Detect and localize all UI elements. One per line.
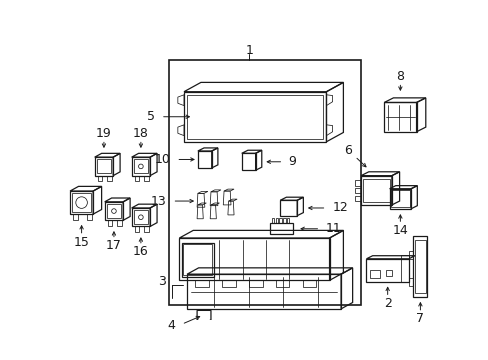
Bar [280, 200, 297, 216]
Bar [385, 270, 391, 276]
Bar [275, 218, 277, 223]
Bar [221, 280, 235, 287]
Bar [87, 214, 91, 220]
Bar [248, 280, 262, 287]
Text: 8: 8 [396, 70, 404, 83]
Bar [182, 243, 214, 276]
Bar [354, 180, 360, 186]
Bar [408, 251, 413, 259]
Bar [241, 153, 255, 170]
Bar [131, 157, 150, 176]
Text: 17: 17 [106, 239, 122, 252]
Text: 18: 18 [133, 127, 148, 140]
Bar [179, 238, 329, 280]
Bar [107, 176, 111, 181]
Bar [134, 159, 147, 173]
Text: 6: 6 [343, 144, 351, 157]
Bar [194, 280, 208, 287]
Bar [135, 176, 139, 181]
Text: 10: 10 [155, 153, 171, 166]
Bar [390, 190, 409, 207]
Bar [143, 226, 148, 232]
Text: 13: 13 [150, 194, 166, 208]
Bar [360, 176, 391, 205]
Bar [143, 176, 148, 181]
Bar [270, 223, 293, 234]
Bar [354, 188, 360, 193]
Bar [70, 191, 93, 214]
Text: 9: 9 [287, 155, 295, 168]
Bar [363, 179, 389, 202]
Bar [187, 274, 341, 309]
Bar [413, 236, 427, 297]
Bar [107, 220, 112, 226]
Bar [98, 176, 102, 181]
Bar [97, 159, 111, 173]
Bar [384, 103, 416, 132]
Text: 5: 5 [146, 110, 154, 123]
Bar [408, 278, 413, 286]
Bar [198, 151, 211, 168]
Bar [354, 195, 360, 201]
Bar [400, 255, 408, 282]
Bar [72, 193, 91, 212]
Bar [279, 218, 281, 223]
Bar [275, 280, 289, 287]
Text: 7: 7 [416, 312, 424, 325]
Bar [107, 204, 121, 218]
Bar [414, 239, 425, 293]
Bar [131, 208, 150, 226]
Bar [366, 259, 408, 282]
Bar [183, 244, 212, 275]
Bar [183, 92, 326, 142]
Bar [283, 218, 285, 223]
Text: 11: 11 [325, 222, 341, 235]
Bar [73, 214, 78, 220]
Bar [117, 220, 122, 226]
Bar [104, 202, 123, 220]
Bar [187, 95, 323, 139]
Text: 15: 15 [74, 236, 89, 249]
Bar [134, 210, 147, 224]
Text: 3: 3 [157, 275, 165, 288]
Text: 19: 19 [96, 127, 112, 140]
Bar [369, 270, 379, 278]
Bar [286, 218, 289, 223]
Text: 1: 1 [245, 44, 253, 57]
Text: 4: 4 [167, 319, 175, 332]
Bar [135, 226, 139, 232]
Bar [302, 280, 316, 287]
Bar [168, 60, 360, 305]
Text: 2: 2 [383, 297, 391, 310]
Text: 16: 16 [133, 246, 148, 258]
Text: 12: 12 [332, 202, 347, 215]
Bar [95, 157, 113, 176]
Text: 14: 14 [392, 224, 407, 237]
Bar [271, 218, 274, 223]
Bar [389, 189, 410, 209]
